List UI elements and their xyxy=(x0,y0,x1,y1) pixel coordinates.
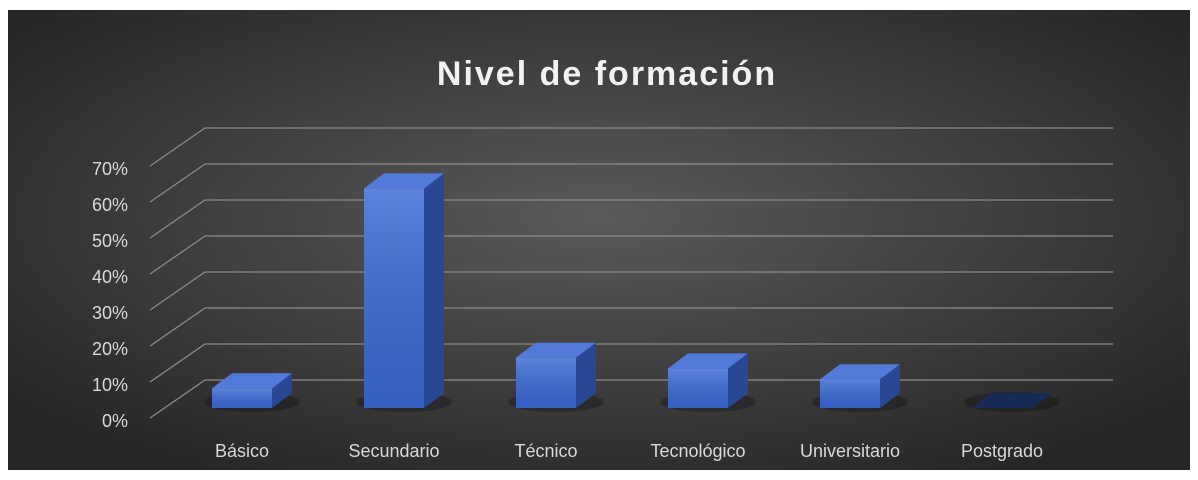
x-tick-label: Básico xyxy=(215,441,269,461)
y-tick-label: 70% xyxy=(92,159,128,179)
bar-side xyxy=(728,353,748,408)
bar-top-shade xyxy=(516,342,596,358)
grid-line xyxy=(149,307,1113,347)
bar-side-shade xyxy=(424,173,444,408)
bar-front-shade xyxy=(820,379,880,408)
bar xyxy=(964,392,1060,412)
grid-line xyxy=(149,163,1113,203)
bar xyxy=(356,173,452,412)
grid-line xyxy=(149,379,1113,419)
bar-front-shade xyxy=(668,368,728,408)
y-tick-label: 0% xyxy=(102,411,128,431)
bar-front-shade xyxy=(516,357,576,408)
bar-side-shade xyxy=(272,373,292,408)
grid-line xyxy=(149,199,1113,239)
bar-top-shade xyxy=(668,353,748,369)
y-tick-label: 30% xyxy=(92,303,128,323)
bar-top xyxy=(212,373,292,389)
bar-top-shade xyxy=(364,173,444,189)
y-tick-label: 60% xyxy=(92,195,128,215)
bar-top xyxy=(668,353,748,369)
grid-line xyxy=(149,127,1113,167)
bar xyxy=(204,373,300,412)
x-tick-label: Secundario xyxy=(348,441,439,461)
bar-top xyxy=(364,173,444,189)
bar xyxy=(660,353,756,412)
bar-side xyxy=(424,173,444,408)
bar-top xyxy=(516,342,596,358)
bar-front-shade xyxy=(364,188,424,408)
bar-side xyxy=(880,364,900,408)
bar-front-shade xyxy=(212,388,272,408)
bar-side-shade xyxy=(576,342,596,408)
chart-title: Nivel de formación xyxy=(437,55,777,93)
bar-side-shade xyxy=(728,353,748,408)
grid-line xyxy=(149,235,1113,275)
y-tick-label: 50% xyxy=(92,231,128,251)
y-tick-label: 20% xyxy=(92,339,128,359)
y-tick-label: 40% xyxy=(92,267,128,287)
bar-side xyxy=(576,342,596,408)
grid-line xyxy=(149,343,1113,383)
bar xyxy=(508,342,604,412)
bar-top xyxy=(820,364,900,380)
bar-top-shade xyxy=(212,373,292,389)
x-tick-label: Tecnológico xyxy=(650,441,745,461)
x-tick-label: Postgrado xyxy=(961,441,1043,461)
bar-top-shade xyxy=(820,364,900,380)
bar-side xyxy=(272,373,292,408)
bar xyxy=(812,364,908,412)
y-tick-label: 10% xyxy=(92,375,128,395)
bar-side-shade xyxy=(880,364,900,408)
bar-top-shade xyxy=(972,393,1052,408)
grid-line xyxy=(149,271,1113,311)
x-tick-label: Universitario xyxy=(800,441,900,461)
x-tick-label: Técnico xyxy=(514,441,577,461)
